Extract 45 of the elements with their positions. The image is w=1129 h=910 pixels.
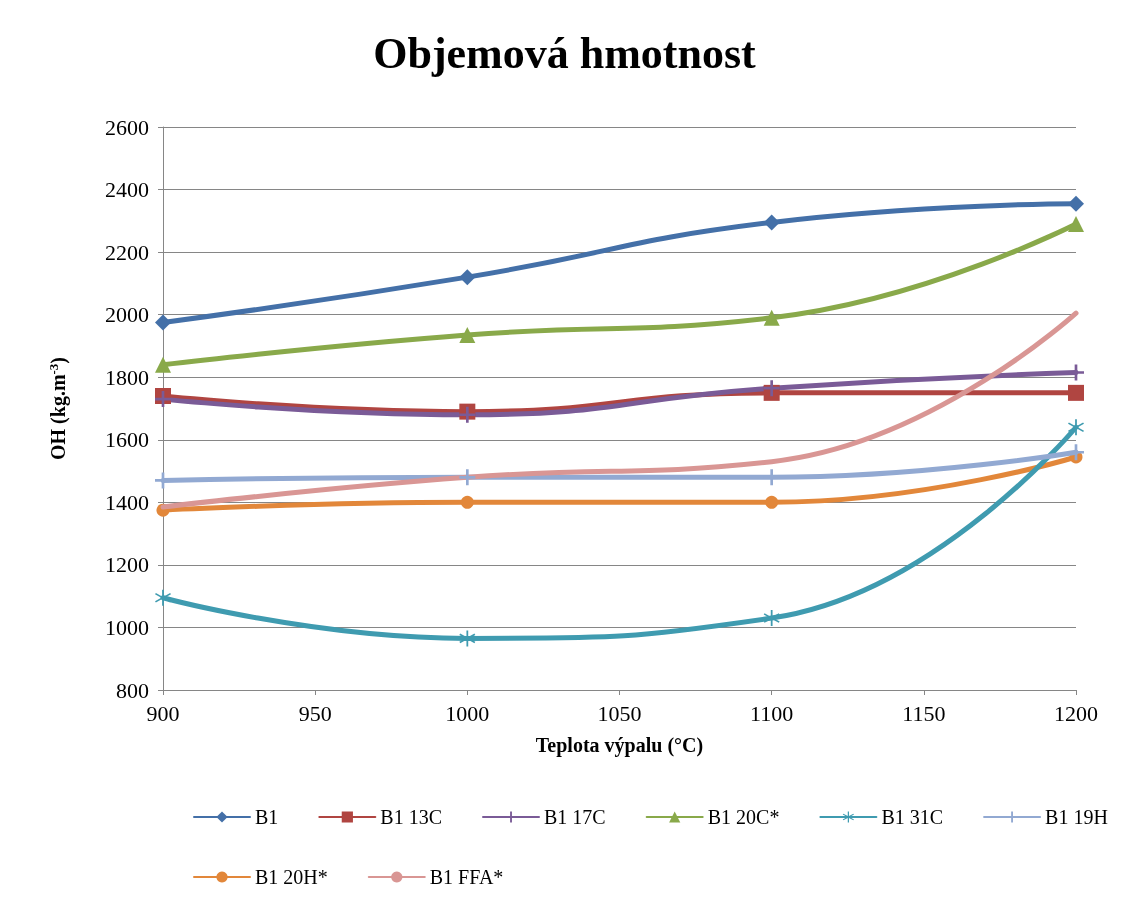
x-tick-label: 1200: [1054, 700, 1098, 726]
legend-label: B1: [255, 806, 279, 828]
point: [1068, 384, 1084, 401]
point: [459, 327, 476, 343]
point: [155, 589, 171, 606]
y-tick-label: 1600: [105, 427, 149, 453]
y-tick-label: 2600: [105, 114, 149, 140]
point: [1068, 419, 1084, 436]
y-axis-title: OH (kg.m-3): [46, 356, 70, 461]
legend-label: B1 20H*: [255, 866, 328, 888]
y-tick-label: 1800: [105, 364, 149, 390]
x-tick-label: 900: [146, 700, 180, 726]
legend-label: B1 31C: [881, 806, 944, 828]
x-tick-label: 1000: [445, 700, 490, 726]
point: [155, 314, 171, 331]
y-tick-label: 1400: [105, 489, 149, 515]
y-tick-label: 2400: [105, 177, 149, 203]
legend-label: B1 FFA*: [429, 866, 504, 888]
point: [763, 380, 780, 397]
x-tick-label: 1150: [902, 700, 946, 726]
y-tick-label: 1000: [105, 614, 149, 640]
point: [1068, 195, 1084, 212]
y-tick-label: 1200: [105, 552, 149, 578]
x-axis-title: Teplota výpalu (°C): [535, 734, 704, 757]
point: [765, 495, 779, 509]
point: [763, 214, 780, 231]
point: [460, 495, 474, 509]
y-tick-label: 800: [116, 677, 149, 703]
point: [155, 356, 171, 373]
legend-label: B1 13C: [380, 806, 443, 828]
chart-title: Objemová hmotnost: [373, 28, 757, 78]
point: [763, 309, 780, 326]
legend-label: B1 20C*: [707, 806, 780, 828]
x-tick-label: 1050: [597, 700, 642, 726]
legend-label: B1 19H: [1045, 806, 1108, 828]
legend-label: B1 17C: [544, 806, 606, 828]
x-tick-label: 950: [298, 700, 332, 726]
y-tick-label: 2000: [105, 302, 149, 328]
point: [459, 630, 476, 647]
point: [459, 469, 476, 486]
point: [763, 610, 780, 627]
y-tick-label: 2200: [105, 239, 149, 265]
x-tick-label: 1100: [750, 700, 794, 726]
point: [459, 269, 476, 286]
point: [1068, 215, 1084, 232]
